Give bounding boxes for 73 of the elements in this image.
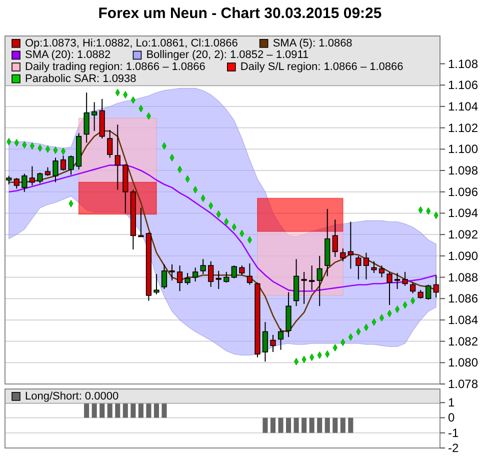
candlestick: [52, 157, 58, 183]
candlestick: [192, 267, 198, 282]
candlestick: [386, 271, 392, 306]
candlestick: [14, 177, 20, 190]
candlestick: [231, 265, 237, 279]
y-tick-label: 1.104: [448, 99, 478, 114]
y-tick-label: 1.102: [448, 120, 478, 135]
candlestick: [154, 274, 160, 295]
y-tick-label: 1.100: [448, 142, 478, 156]
candlestick: [200, 258, 206, 275]
candlestick: [332, 219, 338, 258]
candlestick: [169, 264, 175, 281]
candlestick: [433, 274, 439, 298]
y-tick-label: -2: [448, 441, 459, 455]
candlestick: [239, 265, 245, 276]
candlestick: [340, 248, 346, 262]
candlestick: [68, 155, 74, 176]
candlestick: [246, 262, 252, 286]
legend-label: Parabolic SAR: 1.0938: [25, 72, 136, 85]
candlestick: [161, 264, 168, 290]
y-tick-label: 1.092: [448, 228, 478, 242]
candlestick: [270, 334, 276, 352]
y-tick-label: 1.082: [448, 334, 478, 348]
candlestick: [426, 284, 432, 300]
y-tick-label: -1: [448, 426, 459, 440]
candlestick: [29, 166, 35, 186]
y-tick-label: 1.086: [448, 292, 478, 306]
candlestick: [107, 129, 113, 158]
candlestick: [84, 92, 90, 144]
legend-label: Op:1.0873, Hi:1.0882, Lo:1.0861, Cl:1.0866: [25, 37, 238, 50]
candlestick: [184, 272, 190, 286]
y-tick-label: 1.106: [448, 78, 478, 92]
y-tick-label: 1.108: [448, 56, 478, 71]
candlestick: [60, 155, 66, 172]
candlestick: [316, 255, 322, 307]
candlestick: [309, 265, 315, 291]
candlestick: [224, 271, 230, 284]
candlestick: [394, 272, 400, 290]
candlestick: [378, 265, 385, 278]
y-tick-label: 1.080: [448, 356, 478, 370]
y-tick-label: 1.090: [448, 248, 478, 263]
candlestick: [402, 271, 408, 286]
y-tick-label: 1.096: [448, 184, 478, 199]
candlestick: [92, 102, 98, 132]
y-tick-label: 1.078: [448, 377, 478, 391]
y-tick-label: 1.084: [448, 312, 478, 327]
y-tick-label: 1.098: [448, 164, 478, 178]
y-tick-label: 1.094: [448, 206, 478, 220]
candlestick: [371, 260, 377, 274]
legend-label: Daily S/L region: 1.0866 – 1.0866: [240, 61, 404, 73]
chart-title: Forex um Neun - Chart 30.03.2015 09:25: [98, 5, 382, 22]
candlestick: [301, 271, 307, 304]
legend-label: Long/Short: 0.0000: [25, 390, 119, 402]
y-tick-label: 1.088: [448, 270, 478, 284]
candlestick: [363, 252, 370, 280]
candlestick: [114, 124, 120, 190]
candlestick: [176, 265, 183, 292]
candlestick: [262, 322, 268, 362]
candlestick: [356, 255, 362, 280]
candlestick: [208, 260, 214, 288]
y-tick-label: 1: [448, 396, 455, 410]
legend-label: SMA (20): 1.0882: [25, 49, 111, 62]
legend-label: SMA (5): 1.0868: [272, 37, 352, 50]
candlestick: [278, 328, 284, 350]
candlestick: [138, 207, 144, 238]
candlestick: [216, 270, 222, 290]
legend-label: Daily trading region: 1.0866 – 1.0866: [25, 61, 206, 73]
candlestick: [410, 282, 416, 294]
candlestick: [37, 172, 43, 184]
candlestick: [348, 221, 354, 270]
y-tick-label: 0: [448, 410, 455, 425]
candlestick: [22, 173, 28, 192]
legend-label: Bollinger (20, 2): 1.0852 – 1.0911: [146, 49, 309, 62]
